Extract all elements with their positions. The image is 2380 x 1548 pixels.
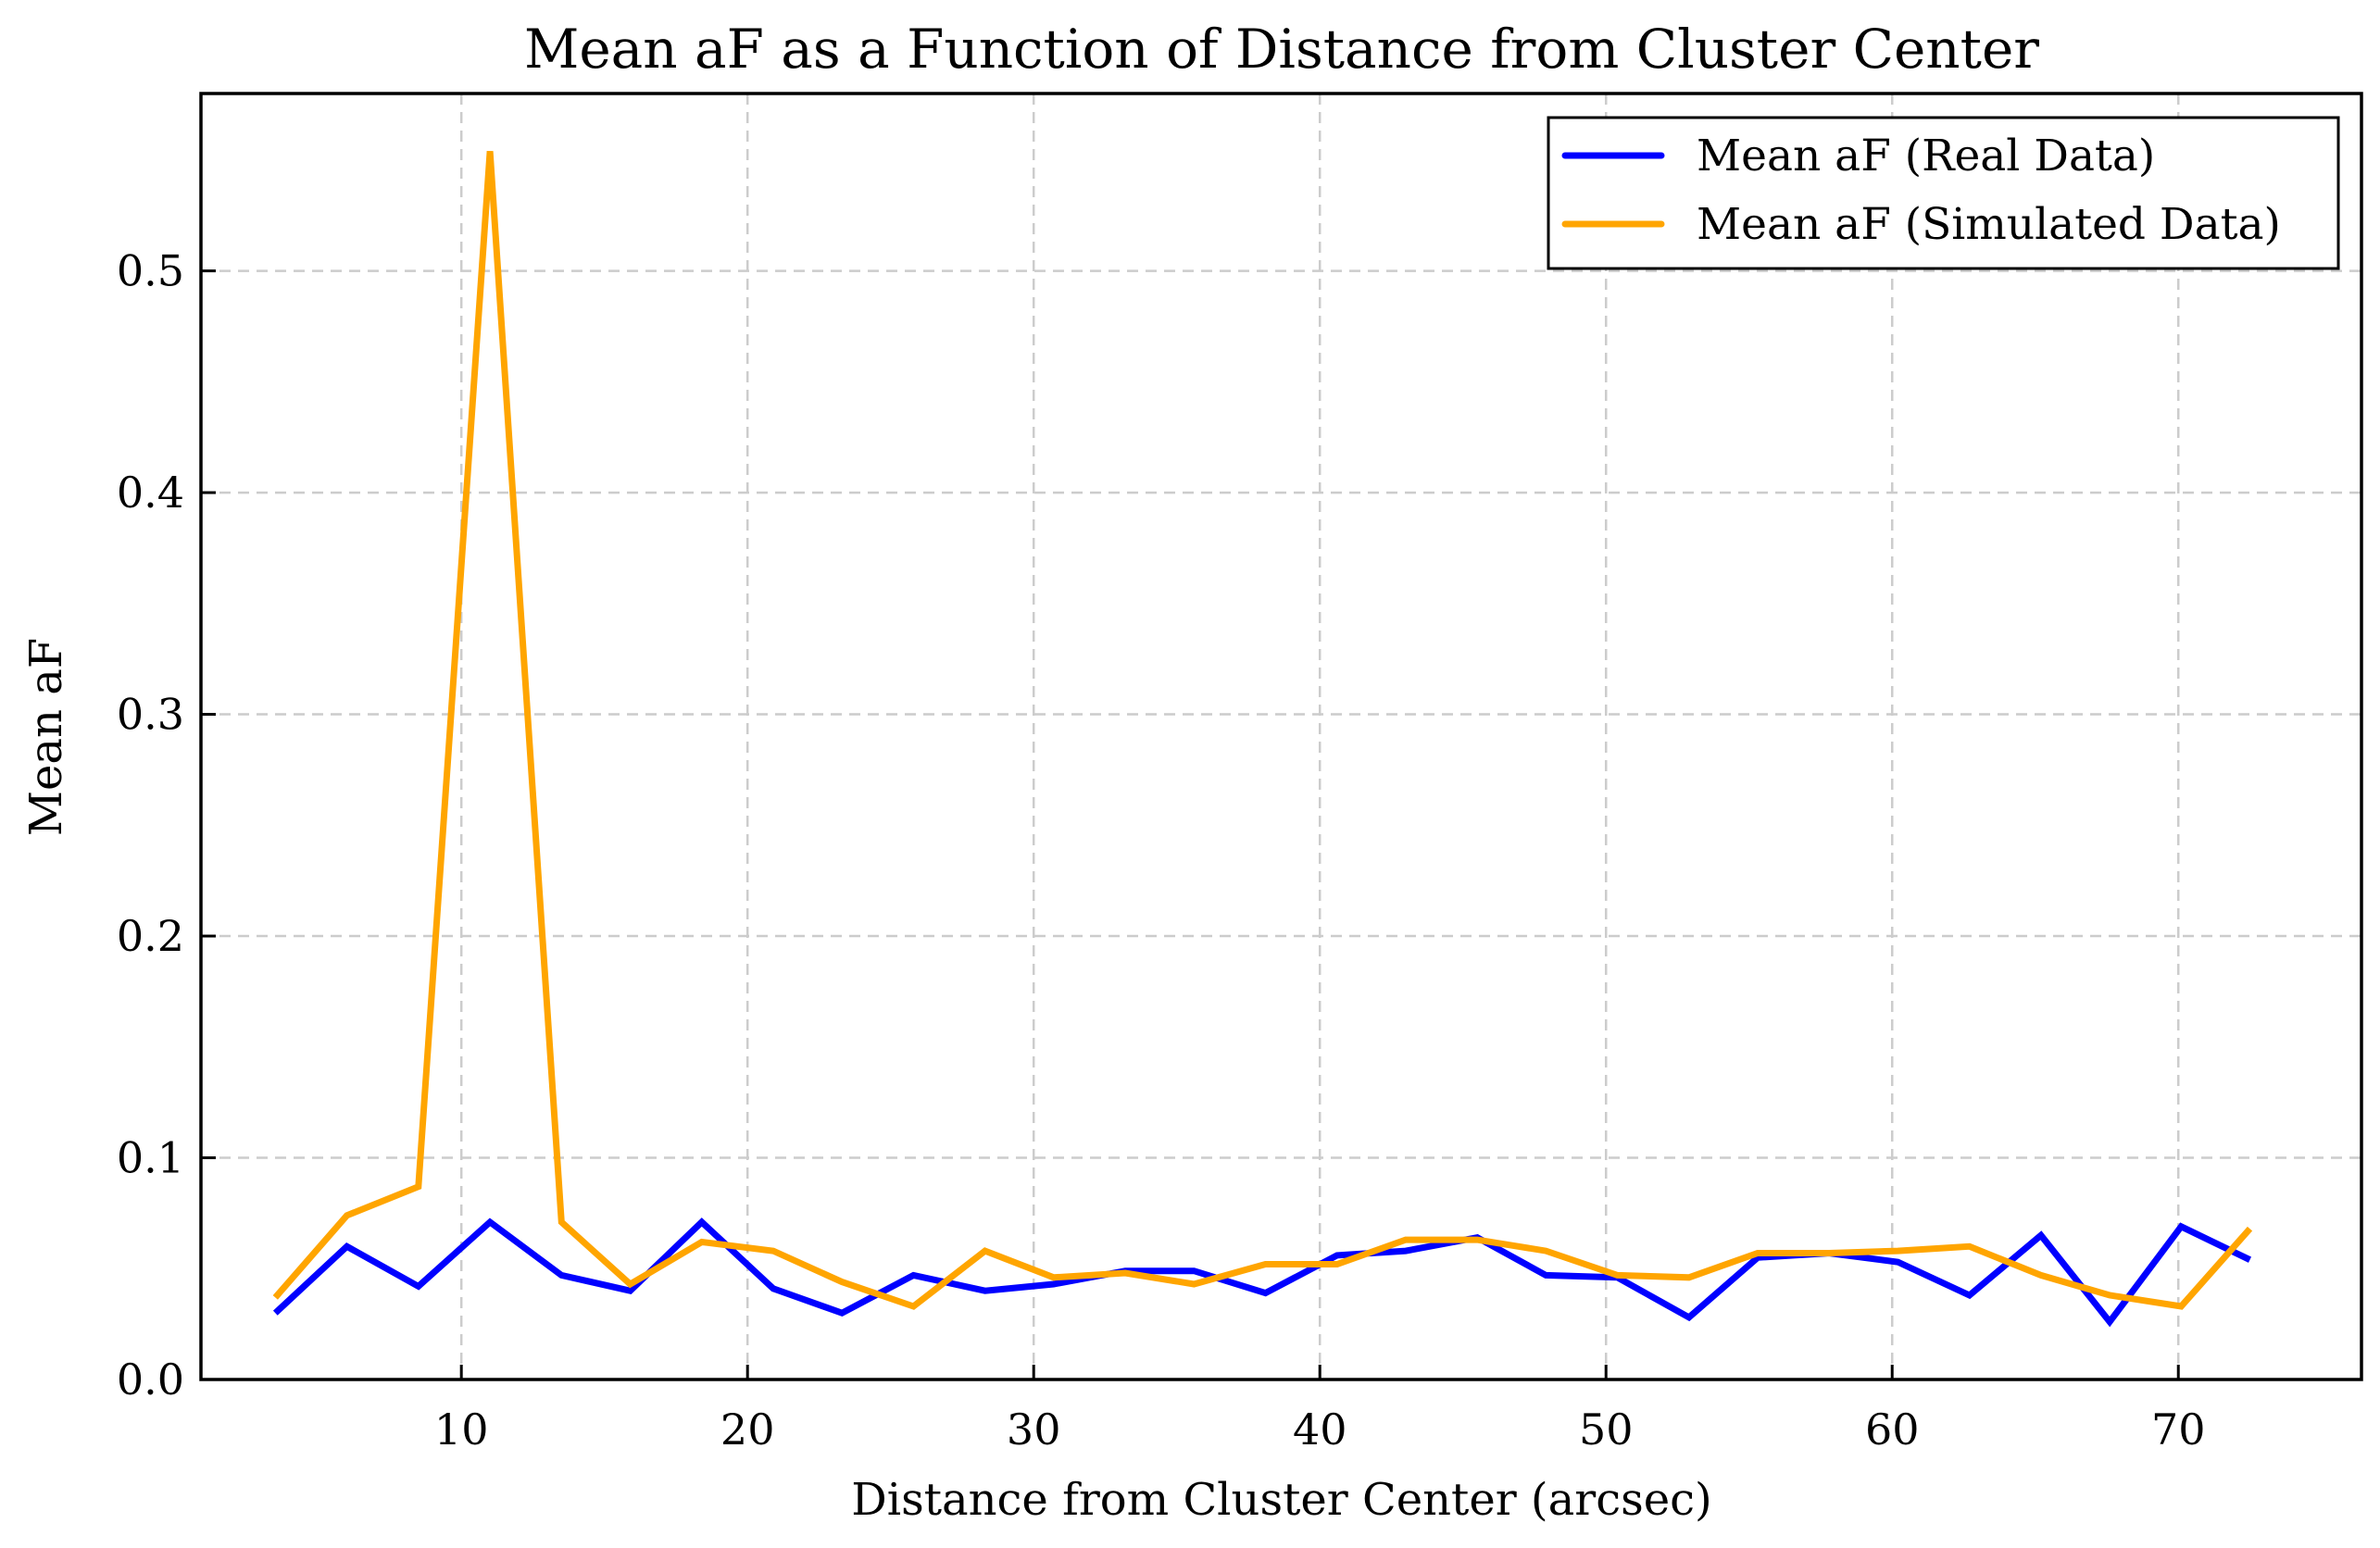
x-tick-label: 30 [1007,1404,1061,1454]
x-tick-label: 40 [1293,1404,1347,1454]
plot-frame [199,92,2363,1381]
axis-ticks: 10 20 30 40 50 60 70 0.0 0.1 0.2 0.3 0.4 0.5 [117,246,2206,1454]
y-tick-label: 0.4 [117,468,184,518]
series-lines [272,151,2253,1328]
y-tick-label: 0.2 [117,911,184,961]
y-tick-label: 0.0 [117,1354,184,1404]
legend-label-real: Mean aF (Real Data) [1697,131,2155,181]
x-tick-label: 20 [720,1404,775,1454]
y-tick-label: 0.5 [117,246,184,296]
y-tick-label: 0.3 [117,690,184,740]
y-axis-label: Mean aF [20,638,72,836]
x-tick-label: 50 [1579,1404,1634,1454]
legend: Mean aF (Real Data) Mean aF (Simulated D… [1547,116,2340,270]
grid-lines [201,94,2361,1379]
x-tick-label: 60 [1865,1404,1920,1454]
legend-label-simulated: Mean aF (Simulated Data) [1697,199,2281,250]
y-tick-label: 0.1 [117,1133,184,1183]
x-tick-label: 70 [2151,1404,2206,1454]
legend-box [1547,116,2340,270]
series-line-real [272,1217,2252,1328]
chart-title: Mean aF as a Function of Distance from C… [524,18,2039,81]
x-tick-label: 10 [434,1404,489,1454]
series-line-simulated [272,151,2253,1310]
x-axis-label: Distance from Cluster Center (arcsec) [851,1474,1712,1526]
